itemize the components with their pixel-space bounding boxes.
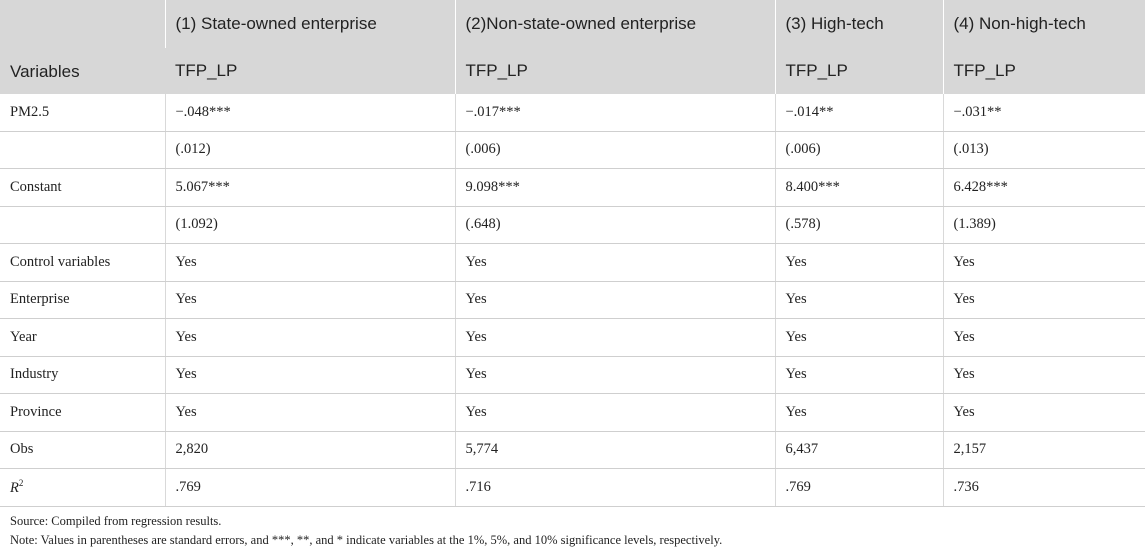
column-header-2: (2)Non-state-owned enterprise — [454, 0, 775, 48]
column-header-1: (1) State-owned enterprise — [164, 0, 455, 48]
table-cell: (.006) — [774, 131, 943, 169]
row-label: Obs — [0, 431, 165, 469]
table-cell: Yes — [454, 318, 775, 357]
table-cell: Yes — [942, 356, 1145, 394]
table-row: PM2.5 −.048*** −.017*** −.014** −.031** — [0, 94, 1145, 132]
table-cell: Yes — [164, 356, 455, 394]
table-cell: .736 — [942, 468, 1145, 507]
table-cell: −.048*** — [164, 94, 455, 132]
row-label — [0, 206, 165, 244]
table-cell: Yes — [942, 281, 1145, 319]
regression-table-container: Variables (1) State-owned enterprise (2)… — [0, 0, 1145, 507]
table-cell: (.006) — [454, 131, 775, 169]
table-row: Constant 5.067*** 9.098*** 8.400*** 6.42… — [0, 168, 1145, 207]
table-row: Obs 2,820 5,774 6,437 2,157 — [0, 431, 1145, 469]
table-cell: 5.067*** — [164, 168, 455, 207]
table-cell: 5,774 — [454, 431, 775, 469]
table-cell: (.578) — [774, 206, 943, 244]
dependent-variable-1: TFP_LP — [165, 48, 455, 94]
row-label: Year — [0, 318, 165, 357]
table-cell: Yes — [164, 393, 455, 432]
table-cell: Yes — [454, 243, 775, 282]
row-label-r-squared: R2 — [0, 468, 165, 507]
table-cell: Yes — [774, 356, 943, 394]
table-cell: Yes — [942, 243, 1145, 282]
table-cell: (1.092) — [164, 206, 455, 244]
table-cell: Yes — [774, 243, 943, 282]
table-cell: 2,157 — [942, 431, 1145, 469]
table-body: PM2.5 −.048*** −.017*** −.014** −.031** … — [0, 94, 1145, 507]
table-row: Enterprise Yes Yes Yes Yes — [0, 281, 1145, 319]
table-cell: 8.400*** — [774, 168, 943, 207]
table-cell: Yes — [164, 281, 455, 319]
header-row-dependent: TFP_LP TFP_LP TFP_LP TFP_LP — [0, 48, 1145, 94]
row-label: Control variables — [0, 243, 165, 282]
table-cell: 6.428*** — [942, 168, 1145, 207]
dependent-variable-3: TFP_LP — [774, 48, 943, 94]
table-cell: .769 — [774, 468, 943, 507]
table-cell: Yes — [164, 243, 455, 282]
table-cell: Yes — [942, 318, 1145, 357]
row-label: Constant — [0, 168, 165, 207]
table-cell: (.648) — [454, 206, 775, 244]
table-cell: Yes — [164, 318, 455, 357]
variables-header: Variables — [0, 0, 165, 94]
table-row: (1.092) (.648) (.578) (1.389) — [0, 206, 1145, 244]
table-cell: (1.389) — [942, 206, 1145, 244]
row-label: Enterprise — [0, 281, 165, 319]
table-row: R2 .769 .716 .769 .736 — [0, 468, 1145, 507]
table-cell: (.012) — [164, 131, 455, 169]
row-label: PM2.5 — [0, 94, 165, 132]
column-header-3: (3) High-tech — [774, 0, 943, 48]
r-squared-exponent: 2 — [18, 477, 24, 488]
table-cell: −.014** — [774, 94, 943, 132]
r-squared-symbol: R — [10, 479, 19, 496]
table-row: Year Yes Yes Yes Yes — [0, 318, 1145, 357]
header-row-groups: Variables (1) State-owned enterprise (2)… — [0, 0, 1145, 94]
dependent-variable-4: TFP_LP — [942, 48, 1145, 94]
significance-note: Note: Values in parentheses are standard… — [10, 533, 723, 547]
table-cell: 6,437 — [774, 431, 943, 469]
column-header-4: (4) Non-high-tech — [942, 0, 1145, 48]
table-cell: Yes — [774, 281, 943, 319]
table-cell: .769 — [164, 468, 455, 507]
table-cell: 9.098*** — [454, 168, 775, 207]
table-cell: −.017*** — [454, 94, 775, 132]
table-row: Industry Yes Yes Yes Yes — [0, 356, 1145, 394]
table-row: (.012) (.006) (.006) (.013) — [0, 131, 1145, 169]
table-cell: Yes — [454, 393, 775, 432]
table-header: Variables (1) State-owned enterprise (2)… — [0, 0, 1145, 94]
source-note: Source: Compiled from regression results… — [10, 514, 222, 528]
row-label: Province — [0, 393, 165, 432]
table-notes: Source: Compiled from regression results… — [10, 512, 722, 550]
row-label: Industry — [0, 356, 165, 394]
row-label — [0, 131, 165, 169]
table-cell: Yes — [774, 393, 943, 432]
table-row: Province Yes Yes Yes Yes — [0, 393, 1145, 432]
regression-table: Variables (1) State-owned enterprise (2)… — [0, 0, 1145, 507]
table-cell: Yes — [942, 393, 1145, 432]
table-cell: −.031** — [942, 94, 1145, 132]
dependent-variable-2: TFP_LP — [454, 48, 775, 94]
table-cell: 2,820 — [164, 431, 455, 469]
table-cell: (.013) — [942, 131, 1145, 169]
table-row: Control variables Yes Yes Yes Yes — [0, 243, 1145, 282]
table-cell: Yes — [454, 356, 775, 394]
table-cell: .716 — [454, 468, 775, 507]
table-cell: Yes — [774, 318, 943, 357]
table-cell: Yes — [454, 281, 775, 319]
